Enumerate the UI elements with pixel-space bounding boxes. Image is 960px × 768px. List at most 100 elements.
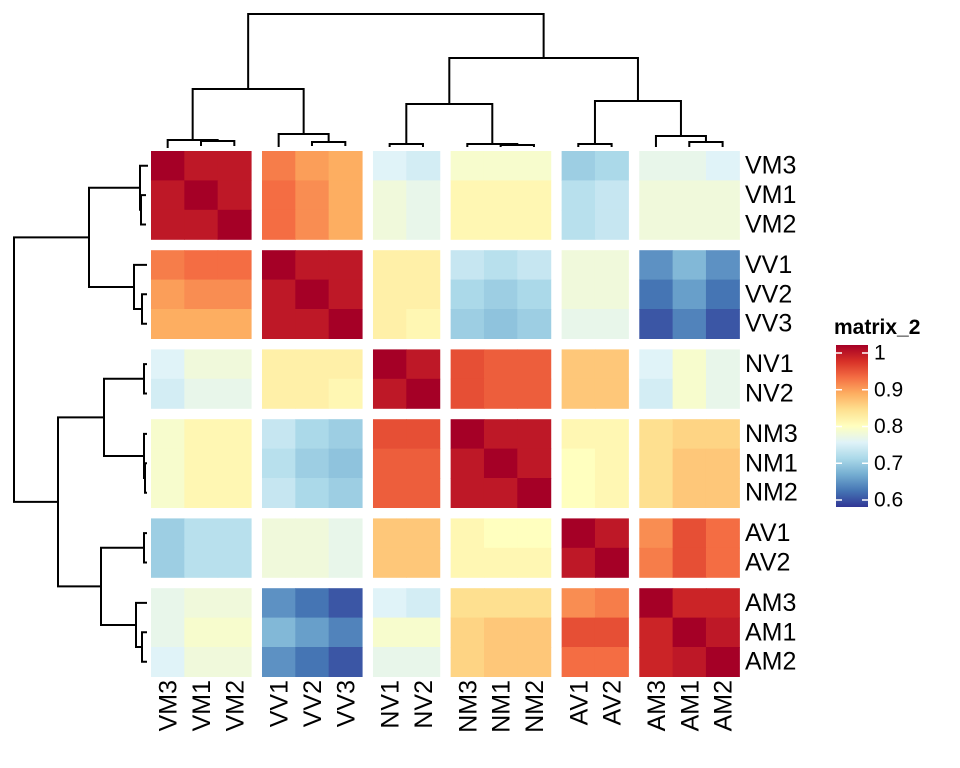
heatmap-cell <box>639 647 674 677</box>
heatmap-cell <box>483 647 518 677</box>
heatmap-cell <box>561 647 596 677</box>
heatmap-cell <box>483 151 518 181</box>
heatmap-cell <box>561 547 596 578</box>
heatmap-cell <box>483 588 518 619</box>
heatmap-cell <box>184 617 219 648</box>
heatmap-cell <box>295 349 330 380</box>
heatmap-cell <box>328 617 363 648</box>
heatmap-cell <box>517 279 552 310</box>
heatmap-cell <box>594 419 629 450</box>
heatmap-cell <box>151 180 185 211</box>
heatmap-cell <box>295 309 330 339</box>
heatmap-cell <box>184 250 219 281</box>
dendrogram-branch <box>688 141 724 147</box>
heatmap-cell <box>261 209 296 240</box>
heatmap-cell <box>517 349 552 380</box>
dendrogram-branch <box>577 143 613 147</box>
heatmap-cell <box>705 279 740 310</box>
heatmap-cell <box>261 518 296 549</box>
heatmap-cell <box>295 547 330 578</box>
column-label: NM1 <box>488 680 516 733</box>
legend-tick-label: 0.9 <box>874 378 903 401</box>
heatmap-cell <box>151 279 185 310</box>
heatmap-cell <box>217 617 252 648</box>
heatmap-cell <box>594 349 629 380</box>
heatmap-cell <box>594 588 629 619</box>
heatmap-cell <box>561 180 596 211</box>
heatmap-cell <box>639 378 674 409</box>
heatmap-cell <box>328 349 363 380</box>
heatmap-cell <box>672 588 707 619</box>
heatmap-cell <box>372 279 407 310</box>
row-label: AV1 <box>745 519 790 547</box>
row-label: VV1 <box>745 251 792 279</box>
heatmap-cell <box>483 309 518 339</box>
heatmap-cell <box>705 209 740 240</box>
heatmap-cell <box>295 378 330 409</box>
dendrogram-branch <box>141 293 147 325</box>
row-label: VM2 <box>745 211 796 239</box>
heatmap-cell <box>594 151 629 181</box>
heatmap-cell <box>672 478 707 508</box>
heatmap-cell <box>672 448 707 479</box>
heatmap-cell <box>705 647 740 677</box>
heatmap-cell <box>705 478 740 508</box>
heatmap-cell <box>639 547 674 578</box>
heatmap-cell <box>372 547 407 578</box>
heatmap-cell <box>261 419 296 450</box>
heatmap-cell <box>672 180 707 211</box>
heatmap-cell <box>450 151 485 181</box>
heatmap-cell <box>672 419 707 450</box>
column-label: VV3 <box>332 680 360 727</box>
heatmap-cell <box>328 448 363 479</box>
heatmap-cell <box>406 279 441 310</box>
column-label: VM3 <box>155 680 183 731</box>
dendrogram-branch <box>57 416 104 588</box>
heatmap-cell <box>151 448 185 479</box>
legend-tick-label: 0.8 <box>874 415 903 438</box>
column-label: VM2 <box>221 680 249 731</box>
heatmap-cell <box>483 180 518 211</box>
heatmap-cell <box>517 478 552 508</box>
heatmap-cell <box>639 478 674 508</box>
heatmap-cell <box>561 478 596 508</box>
heatmap-cell <box>151 647 185 677</box>
heatmap-cell <box>184 180 219 211</box>
heatmap-cell <box>372 250 407 281</box>
heatmap-cell <box>261 309 296 339</box>
heatmap-cell <box>672 617 707 648</box>
heatmap-cell <box>184 378 219 409</box>
heatmap-cell <box>639 180 674 211</box>
heatmap-cell <box>450 547 485 578</box>
row-label: VM3 <box>745 152 796 180</box>
dendrogram-branch <box>310 141 347 146</box>
heatmap-cell <box>517 309 552 339</box>
heatmap-cell <box>406 209 441 240</box>
heatmap-cell <box>217 349 252 380</box>
row-label: NM3 <box>745 420 798 448</box>
heatmap-cell <box>406 588 441 619</box>
heatmap-cell <box>450 309 485 339</box>
heatmap-cell <box>450 349 485 380</box>
heatmap-cell <box>184 349 219 380</box>
heatmap-cell <box>151 518 185 549</box>
heatmap-cell <box>151 378 185 409</box>
heatmap-cell <box>372 617 407 648</box>
heatmap-cell <box>639 518 674 549</box>
row-label: VV2 <box>745 280 792 308</box>
heatmap-cell <box>561 349 596 380</box>
heatmap-cell <box>406 419 441 450</box>
heatmap-cell <box>483 547 518 578</box>
heatmap-cell <box>594 478 629 508</box>
legend-tick-label: 1 <box>874 342 886 365</box>
heatmap-cell <box>151 250 185 281</box>
heatmap-cell <box>561 617 596 648</box>
heatmap-cell <box>217 279 252 310</box>
heatmap-cell <box>328 647 363 677</box>
heatmap-cell <box>151 419 185 450</box>
dendrogram-branch <box>143 363 147 395</box>
heatmap-cell <box>672 279 707 310</box>
heatmap-cell <box>517 419 552 450</box>
heatmap-cell <box>151 209 185 240</box>
heatmap-cell <box>261 448 296 479</box>
